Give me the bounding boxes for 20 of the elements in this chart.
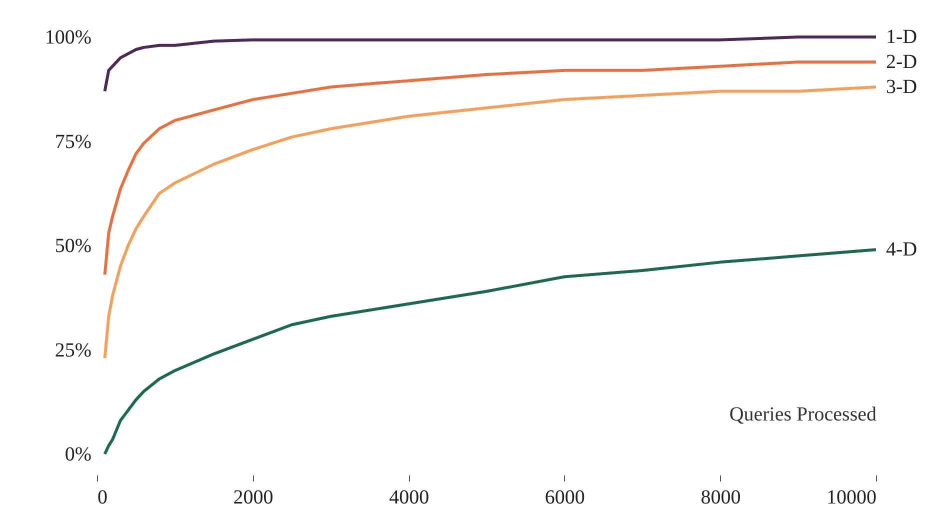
x-tick-label: 8000 bbox=[700, 486, 741, 508]
y-tick-label: 50% bbox=[54, 235, 92, 257]
line-series bbox=[103, 248, 878, 456]
series-label: 3-D bbox=[886, 76, 918, 98]
line-series bbox=[103, 86, 878, 360]
line-series bbox=[103, 60, 878, 276]
series-label: 2-D bbox=[886, 51, 918, 74]
x-tick-label: 4000 bbox=[389, 486, 430, 508]
y-tick-label: 100% bbox=[44, 26, 92, 48]
y-tick-label: 75% bbox=[54, 130, 92, 153]
x-axis-title: Queries Processed bbox=[729, 404, 876, 426]
series-label: 1-D bbox=[886, 26, 918, 48]
x-tick-label: 6000 bbox=[544, 486, 585, 508]
line-series bbox=[103, 36, 878, 93]
x-tick-label: 10000 bbox=[826, 486, 876, 508]
y-tick-label: 0% bbox=[64, 444, 92, 466]
series-label: 4-D bbox=[886, 238, 918, 261]
y-tick-label: 25% bbox=[54, 339, 92, 362]
x-tick-label: 2000 bbox=[233, 486, 274, 508]
x-tick-label: 0 bbox=[98, 486, 108, 508]
